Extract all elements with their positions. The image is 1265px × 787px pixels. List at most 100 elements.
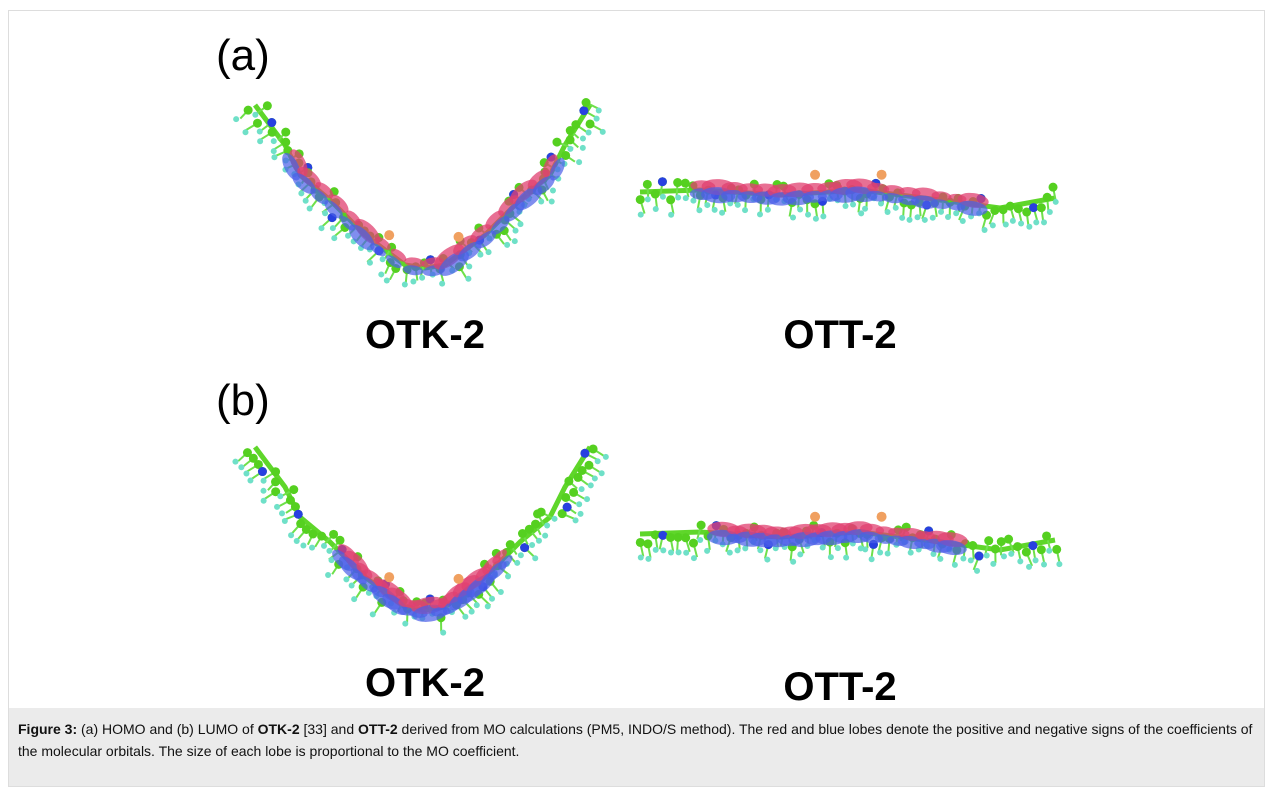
molecule-part [960,555,967,562]
molecule-part [1000,553,1007,560]
molecule-part [538,198,545,205]
molecule-part [675,194,682,201]
molecule-part [1002,221,1009,228]
molecule-part [675,549,682,556]
molecule-part [668,211,675,218]
molecule-part [310,188,329,205]
molecule-part [1041,219,1048,226]
molecule-part [1046,547,1053,554]
molecule-part [652,546,659,553]
molecule-part [232,458,239,465]
molecule-part [981,227,988,234]
molecule-part [857,545,864,552]
molecule-part [326,547,333,554]
molecule-part [270,148,277,155]
molecule-part [410,278,417,285]
molecule-part [967,557,974,564]
molecule-part [468,608,475,615]
molecule-part [1005,201,1015,211]
molecule-part [959,218,966,225]
molecule-part [968,541,978,551]
molecule-part [1042,192,1052,202]
molecule-part [298,190,305,197]
molecule-part [561,150,571,160]
molecule-part [514,559,521,566]
molecule-part [742,545,749,552]
caption-bold: Figure 3: [18,721,78,737]
molecule-part [584,460,594,470]
molecule-part [331,235,338,242]
molecule-part [996,537,1006,547]
molecule-part [866,190,889,202]
caption-background [9,708,1264,786]
molecule-part [542,154,558,177]
molecule-part [673,178,683,188]
molecule-part [805,211,812,218]
molecule-part [819,544,826,551]
molecule-part [248,453,258,463]
molecule-part [660,547,667,554]
molecule-part [696,520,706,530]
molecule-part [557,509,567,519]
molecule-part [562,502,572,512]
molecule-part [1026,223,1033,230]
molecule-part [1052,544,1062,554]
molecule-part [658,530,668,540]
molecule-part [1022,207,1032,217]
molecule-part [797,206,804,213]
molecule-part [704,202,711,209]
molecule-part [535,537,542,544]
molecule-part [573,472,583,482]
molecule-part [440,629,447,636]
molecule-part [549,187,556,194]
molecule-part [256,128,263,135]
molecule-name: OTT-2 [783,665,896,709]
molecule-part [877,200,884,207]
molecule-part [990,544,1000,554]
molecule-illustrations [232,98,1063,636]
molecule-part [930,199,951,209]
molecule-part [899,214,906,221]
molecule-part [370,243,386,257]
molecule-part [742,207,749,214]
molecule-name: OTK-2 [365,661,485,705]
molecule-part [243,105,253,115]
molecule-part [465,275,472,282]
caption-bold: OTT-2 [358,721,398,737]
molecule-part [505,573,512,580]
molecule-part [585,119,595,129]
molecule-part [862,205,869,212]
molecule-part [561,492,571,502]
molecule-part [504,241,511,248]
molecule-part [309,544,316,551]
molecule-part [757,547,764,554]
molecule-part [578,486,585,493]
molecule-part [591,475,598,482]
molecule-part [475,230,497,249]
molecule-part [953,210,960,217]
molecule-part [666,195,676,205]
molecule-part [1033,219,1040,226]
molecule-part [682,195,689,202]
molecule-part [657,177,667,187]
molecule-part [401,281,408,288]
molecule-part [842,202,849,209]
molecule-part [517,221,524,228]
molecule-part [439,280,446,287]
molecule-part [383,277,390,284]
molecule-part [820,213,827,220]
molecule-part [790,214,797,221]
molecule-part [696,207,703,214]
molecule-part [369,611,376,618]
molecule-part [531,519,541,529]
molecule-name: OTK-2 [365,313,485,357]
molecule-name: OTT-2 [783,313,896,357]
molecule-part [281,137,291,147]
molecule-part [711,206,718,213]
molecule-part [1017,558,1024,565]
molecule-part [690,555,697,562]
molecule-part [288,532,295,539]
molecule-part [292,173,316,195]
molecule-part [577,510,584,517]
molecule-part [1032,557,1039,564]
